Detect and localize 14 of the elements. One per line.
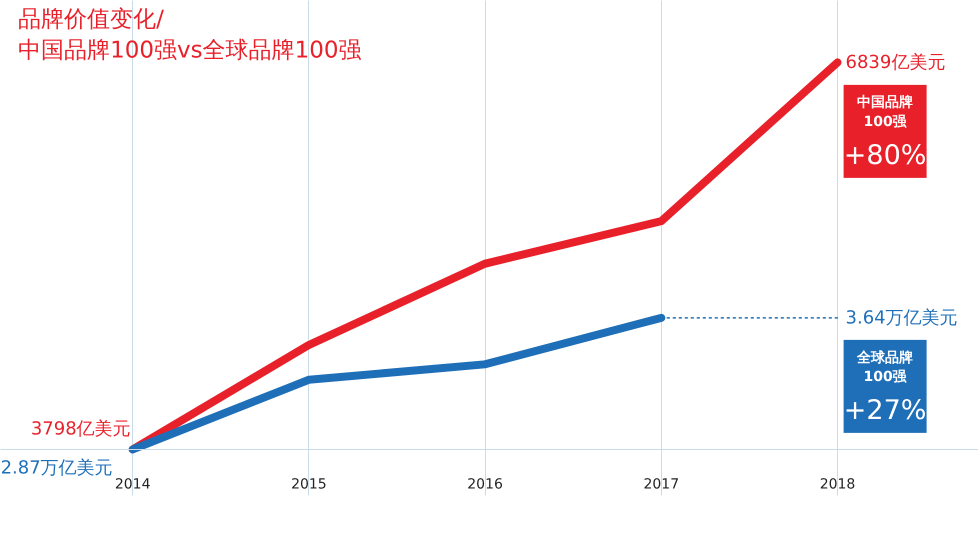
text: 2.87万亿美元 — [0, 457, 113, 478]
chart-title: 品牌价值变化/ 中国品牌100强vs全球品牌100强 — [18, 6, 362, 64]
annotation: 3.64万亿美元 — [846, 307, 958, 328]
annotation: +27% — [844, 395, 926, 426]
x-tick-label: 2018 — [820, 476, 856, 492]
annotation: 3798亿美元 — [30, 418, 131, 440]
x-tick-label: 2017 — [643, 476, 680, 492]
x-tick-label: 2014 — [114, 476, 151, 492]
x-tick-label: 2016 — [467, 476, 503, 492]
annotation: 全球品牌 100强 — [856, 350, 914, 385]
annotation: 中国品牌 100强 — [857, 94, 914, 130]
x-tick-label: 2015 — [291, 476, 327, 492]
annotation: +80% — [844, 140, 926, 171]
annotation: 6839亿美元 — [846, 52, 946, 73]
